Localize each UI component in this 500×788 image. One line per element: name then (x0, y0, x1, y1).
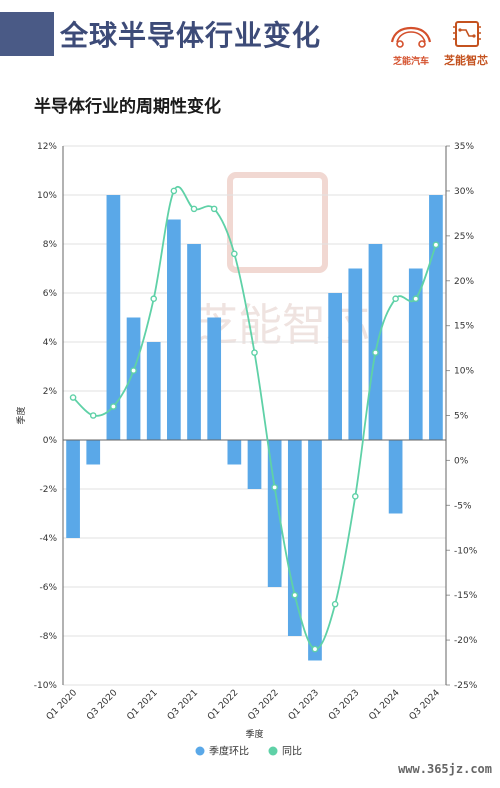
y-left-tick-label: 4% (43, 338, 58, 348)
yoy-point (251, 349, 258, 356)
y-right-tick-label: 25% (454, 232, 474, 242)
bar (187, 244, 201, 440)
bar (408, 268, 423, 440)
header-accent-block (0, 12, 54, 56)
x-tick-label: Q3 2023 (327, 688, 361, 722)
y-right-tick-label: -10% (454, 546, 478, 556)
y-right-tick-label: -20% (454, 636, 478, 646)
yoy-point (69, 394, 77, 401)
x-tick-label: Q1 2020 (45, 688, 80, 723)
y-right-tick-label: -5% (454, 501, 472, 511)
bar (368, 244, 383, 440)
x-tick-label: Q1 2021 (125, 688, 159, 722)
legend-marker-bar (195, 746, 205, 756)
x-tick-label: Q1 2022 (206, 688, 240, 722)
car-logo-icon (390, 26, 432, 48)
bar (167, 219, 181, 440)
y-left-tick-label: 10% (37, 191, 57, 201)
brand-logo-chip: 芝能智芯 (436, 18, 496, 68)
x-tick-label: Q3 2022 (246, 688, 280, 722)
yoy-point (432, 241, 440, 249)
y-left-tick-label: -10% (34, 681, 58, 691)
brand-name-chip: 芝能智芯 (444, 54, 488, 67)
chip-logo-icon (453, 21, 481, 47)
yoy-point (150, 295, 158, 303)
x-tick-label: Q3 2020 (85, 688, 120, 723)
yoy-point (170, 187, 178, 195)
legend-label-bar: 季度环比 (209, 745, 249, 758)
y-right-tick-label: 35% (454, 142, 474, 152)
yoy-point (110, 403, 117, 410)
yoy-point (311, 645, 319, 653)
y-left-tick-label: -2% (39, 485, 57, 495)
yoy-point (210, 205, 218, 213)
yoy-point (190, 205, 198, 213)
brand-logo-auto: 芝能汽车 (386, 18, 436, 68)
y-left-tick-label: 2% (43, 387, 58, 397)
bar (247, 440, 262, 489)
y-right-tick-label: 30% (454, 187, 474, 197)
yoy-point (231, 250, 238, 258)
bar (207, 317, 222, 440)
yoy-point (291, 591, 299, 599)
page-title: 全球半导体行业变化 (60, 19, 322, 52)
bar (429, 195, 443, 440)
yoy-point (412, 295, 420, 303)
y-left-tick-label: -6% (39, 583, 57, 593)
y-axis-title: 季度 (15, 406, 27, 424)
y-left-tick-label: 12% (37, 142, 57, 152)
y-left-tick-label: -8% (39, 632, 57, 642)
watermark-url: www.365jz.com (398, 762, 492, 776)
bar (86, 440, 101, 465)
bar (388, 440, 403, 514)
watermark-chip-icon (227, 172, 328, 273)
yoy-point (331, 600, 339, 608)
y-left-tick-label: 6% (43, 289, 58, 299)
y-right-tick-label: 10% (454, 367, 474, 377)
y-right-tick-label: 20% (454, 277, 474, 287)
bar (146, 342, 161, 440)
yoy-point (372, 349, 379, 356)
y-right-tick-label: 15% (454, 322, 474, 332)
chart-title: 半导体行业的周期性变化 (34, 97, 221, 117)
bar (126, 317, 141, 440)
x-tick-label: Q1 2024 (367, 688, 402, 723)
legend-label-line: 同比 (282, 746, 302, 758)
bar (348, 268, 363, 440)
bar (106, 195, 121, 440)
y-right-tick-label: 5% (454, 412, 469, 422)
y-left-tick-label: -4% (39, 534, 57, 544)
x-tick-label: Q3 2021 (166, 688, 200, 722)
bar (66, 440, 80, 538)
y-left-tick-label: 8% (43, 240, 58, 250)
bar (308, 440, 322, 661)
yoy-line (72, 186, 437, 650)
yoy-point (89, 412, 97, 419)
y-right-tick-label: 0% (454, 456, 469, 466)
y-left-tick-label: 0% (43, 436, 58, 446)
x-tick-label: Q1 2023 (287, 688, 321, 722)
bar (227, 440, 242, 465)
bar (328, 293, 342, 440)
yoy-point (130, 367, 137, 374)
bar (267, 440, 282, 587)
yoy-point (271, 484, 278, 491)
yoy-point (351, 493, 359, 500)
x-tick-label: Q3 2024 (408, 688, 443, 723)
legend-marker-line (268, 746, 278, 756)
brand-name-auto: 芝能汽车 (392, 57, 429, 67)
y-right-tick-label: -25% (454, 681, 478, 691)
x-axis-title: 季度 (245, 728, 263, 740)
y-right-tick-label: -15% (454, 591, 478, 601)
yoy-point (392, 295, 399, 303)
bar (287, 440, 302, 636)
